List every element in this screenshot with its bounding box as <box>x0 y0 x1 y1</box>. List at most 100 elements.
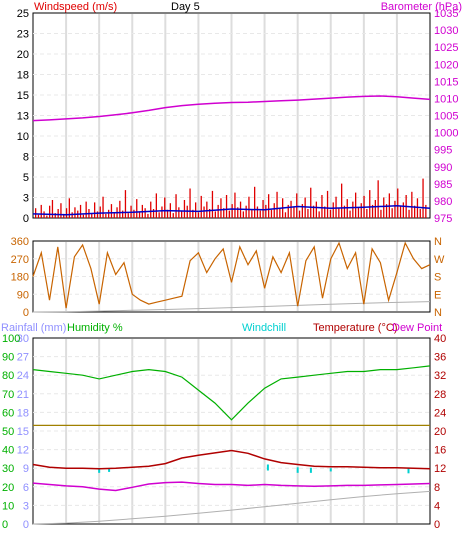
windspeed-bar <box>203 206 205 218</box>
windspeed-bar <box>256 206 259 218</box>
rainfall-tick: 21 <box>17 389 29 401</box>
windspeed-tick: 15 <box>17 90 29 102</box>
wind-direction-compass-tick: N <box>434 307 442 319</box>
windspeed-axis-label: Windspeed (m/s) <box>34 1 117 13</box>
windspeed-bar <box>408 209 410 218</box>
windspeed-bar <box>206 201 208 218</box>
windspeed-bar <box>35 208 37 218</box>
windspeed-bar <box>119 200 121 218</box>
windspeed-bar <box>312 205 315 218</box>
windspeed-bar <box>40 204 42 218</box>
temperature-axis-ticks: 0 4 8 12 16 20 24 28 32 36 40 <box>434 333 446 531</box>
windspeed-bar <box>108 209 110 218</box>
humidity-tick: 70 <box>2 389 14 401</box>
humidity-tick: 0 <box>2 519 8 531</box>
humidity-tick: 50 <box>2 426 14 438</box>
windspeed-bar <box>419 209 421 218</box>
windspeed-bar <box>164 197 166 218</box>
windspeed-bar <box>110 204 113 218</box>
windspeed-bar <box>321 195 323 218</box>
windspeed-bar <box>338 208 340 218</box>
temperature-tick: 16 <box>434 445 446 457</box>
windspeed-bar <box>211 190 214 218</box>
windspeed-bar <box>374 200 376 218</box>
windspeed-bar <box>307 209 309 218</box>
windspeed-bar <box>304 197 306 218</box>
windspeed-bar <box>399 206 402 218</box>
windspeed-bar <box>265 204 267 218</box>
windspeed-bar <box>138 211 141 218</box>
barometer-tick: 995 <box>434 145 452 157</box>
humidity-tick: 20 <box>2 482 14 494</box>
humidity-tick: 80 <box>2 370 14 382</box>
windspeed-bar <box>220 198 222 218</box>
windspeed-bar <box>326 190 329 218</box>
temperature-tick: 40 <box>434 333 446 345</box>
temperature-tick: 0 <box>434 519 440 531</box>
chart-title: Day 5 <box>171 1 200 13</box>
windspeed-bar <box>298 210 301 218</box>
rainfall-tick: 15 <box>17 426 29 438</box>
windspeed-bar <box>161 206 163 218</box>
windspeed-bar <box>166 209 169 218</box>
windspeed-bar <box>79 204 82 218</box>
wind-direction-degree-tick: 90 <box>17 289 29 301</box>
windspeed-bar <box>124 190 127 218</box>
windspeed-bar <box>94 202 96 218</box>
humidity-line <box>32 365 431 421</box>
windspeed-bar <box>144 208 146 218</box>
windspeed-tick: 8 <box>23 152 29 164</box>
rainfall-tick: 12 <box>17 445 29 457</box>
rainfall-tick: 24 <box>17 370 29 382</box>
windspeed-bar <box>332 202 334 218</box>
legend-dewpoint: Dew Point <box>392 322 442 334</box>
temperature-tick: 20 <box>434 426 446 438</box>
temperature-tick: 12 <box>434 463 446 475</box>
windspeed-bar <box>414 205 416 218</box>
windspeed-bar <box>214 211 216 218</box>
humidity-tick: 40 <box>2 445 14 457</box>
windspeed-bar <box>385 204 388 218</box>
windspeed-bar <box>346 199 348 218</box>
windspeed-bar <box>397 188 399 218</box>
windspeed-bar <box>268 194 270 218</box>
wind-direction-degree-tick: 0 <box>23 307 29 319</box>
windspeed-bar <box>315 201 317 218</box>
barometer-tick: 1030 <box>434 25 458 37</box>
windspeed-bar <box>273 203 275 218</box>
humidity-tick: 60 <box>2 407 14 419</box>
windspeed-bar <box>422 178 424 218</box>
windspeed-bar <box>242 211 244 218</box>
windspeed-bar <box>54 213 56 218</box>
windspeed-bar <box>178 207 180 218</box>
legend-rainfall: Rainfall (mm) <box>1 322 66 334</box>
windspeed-bar <box>357 207 360 218</box>
wind-direction-compass-tick: S <box>434 272 441 284</box>
rainfall-tick: 9 <box>23 463 29 475</box>
windspeed-axis-ticks: 0 3 5 8 10 13 15 18 20 23 25 <box>17 8 29 225</box>
windspeed-bar <box>225 195 228 218</box>
wind-panel-grid <box>33 14 430 217</box>
legend-temperature: Temperature (°C) <box>313 322 397 334</box>
wind-average-line <box>32 204 431 216</box>
legend-humidity: Humidity % <box>67 322 123 334</box>
wind-direction-degree-tick: 360 <box>11 236 29 248</box>
windspeed-bar <box>231 204 233 218</box>
windspeed-bar <box>197 212 200 218</box>
windspeed-bar <box>122 210 124 218</box>
temperature-tick: 8 <box>434 482 440 494</box>
windspeed-bar <box>254 186 256 218</box>
windspeed-bar <box>383 197 385 218</box>
rainfall-tick: 18 <box>17 407 29 419</box>
windspeed-bar <box>411 191 413 218</box>
windspeed-bar <box>49 205 51 218</box>
barometer-axis-label: Barometer (hPa) <box>381 1 462 13</box>
wind-direction-degree-ticks: 0 90 180 270 360 <box>11 236 29 319</box>
windspeed-bar <box>259 210 261 218</box>
windspeed-bar <box>96 211 99 218</box>
windspeed-bar <box>200 195 202 218</box>
